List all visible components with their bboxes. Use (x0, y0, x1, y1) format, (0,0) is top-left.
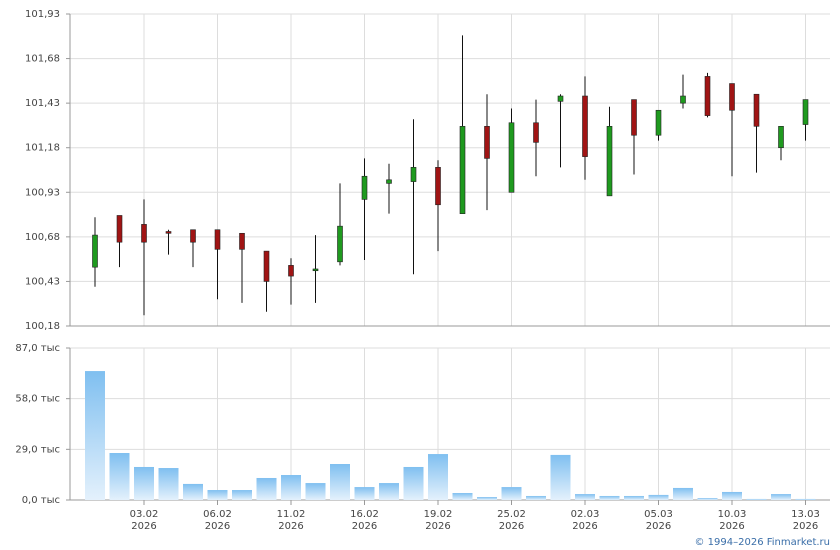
volume-bar (697, 498, 718, 500)
x-tick-label: 05.03 2026 (644, 509, 673, 532)
volume-bar (795, 498, 816, 500)
candle-body (239, 232, 245, 250)
candle-body (92, 234, 98, 268)
x-tick-label: 19.02 2026 (424, 509, 453, 532)
y-tick-label: 100,68 (25, 232, 60, 243)
candle-body (165, 231, 172, 234)
candle-body (729, 83, 735, 111)
volume-bar (256, 477, 277, 500)
candle-body (435, 167, 441, 206)
x-tick-label: 03.02 2026 (130, 509, 159, 532)
volume-bar (452, 493, 473, 500)
candle-body (263, 250, 270, 282)
y-tick-label: 101,43 (25, 98, 60, 109)
watermark: © 1994–2026 Finmarket.ru (694, 537, 830, 548)
volume-bar (477, 497, 497, 500)
volume-bar (305, 483, 326, 500)
candle-body (116, 215, 123, 243)
volume-bar (648, 494, 669, 500)
candle-body (557, 95, 564, 102)
candle-body (361, 175, 368, 200)
volume-bar (599, 495, 620, 500)
candle-body (337, 225, 343, 263)
candle-body (214, 229, 221, 250)
candle-body (778, 126, 784, 149)
volume-bar (428, 454, 448, 500)
x-tick-label: 06.02 2026 (203, 509, 232, 532)
candle-body (606, 126, 613, 197)
y-tick-label: 101,93 (25, 9, 60, 20)
volume-bar (722, 491, 742, 500)
volume-bar (673, 487, 693, 500)
candle-body (655, 109, 662, 136)
candle-body (410, 167, 417, 182)
y-tick-label: 58,0 тыс (15, 394, 60, 405)
y-tick-label: 100,93 (25, 187, 60, 198)
volume-bar (575, 494, 595, 500)
volume-bar (403, 466, 424, 500)
candle-body (508, 122, 515, 193)
y-tick-label: 100,18 (25, 321, 60, 332)
y-tick-label: 87,0 тыс (15, 343, 60, 354)
candle-body (533, 122, 539, 143)
volume-bar (771, 494, 791, 500)
x-tick-label: 11.02 2026 (277, 509, 306, 532)
candle-body (141, 224, 147, 243)
y-tick-label: 100,43 (25, 276, 60, 287)
volume-bar (281, 475, 301, 500)
volume-bar (501, 487, 522, 500)
x-tick-label: 16.02 2026 (350, 509, 379, 532)
candle-body (288, 265, 294, 277)
y-tick-label: 101,18 (25, 143, 60, 154)
candle-body (582, 95, 588, 157)
candle-body (631, 99, 637, 136)
candle-body (704, 76, 711, 116)
volume-bar (85, 371, 105, 500)
volume-bar (109, 453, 130, 500)
candle-body (190, 229, 196, 243)
y-tick-label: 0,0 тыс (22, 495, 60, 506)
x-tick-label: 10.03 2026 (718, 509, 747, 532)
candle-body (459, 126, 466, 214)
volume-bar (330, 464, 350, 500)
volume-bar (526, 495, 546, 500)
candle-body (312, 268, 319, 272)
y-tick-label: 29,0 тыс (15, 444, 60, 455)
volume-bar (207, 490, 228, 500)
candle-body (753, 93, 760, 127)
candle-body (680, 95, 686, 104)
candle-body (484, 126, 490, 159)
x-tick-label: 02.03 2026 (571, 509, 600, 532)
volume-bar (624, 495, 644, 500)
volume-bar (232, 490, 252, 500)
candle-body (802, 99, 809, 125)
volume-bar (134, 466, 154, 500)
volume-bar (158, 468, 179, 500)
volume-bar (550, 454, 571, 500)
x-tick-label: 25.02 2026 (497, 509, 526, 532)
x-tick-label: 13.03 2026 (791, 509, 820, 532)
volume-bar (379, 483, 399, 500)
candle-body (386, 179, 392, 184)
volume-bar (354, 487, 375, 500)
y-tick-label: 101,68 (25, 54, 60, 65)
volume-bar (183, 483, 203, 500)
volume-bar (746, 498, 767, 500)
